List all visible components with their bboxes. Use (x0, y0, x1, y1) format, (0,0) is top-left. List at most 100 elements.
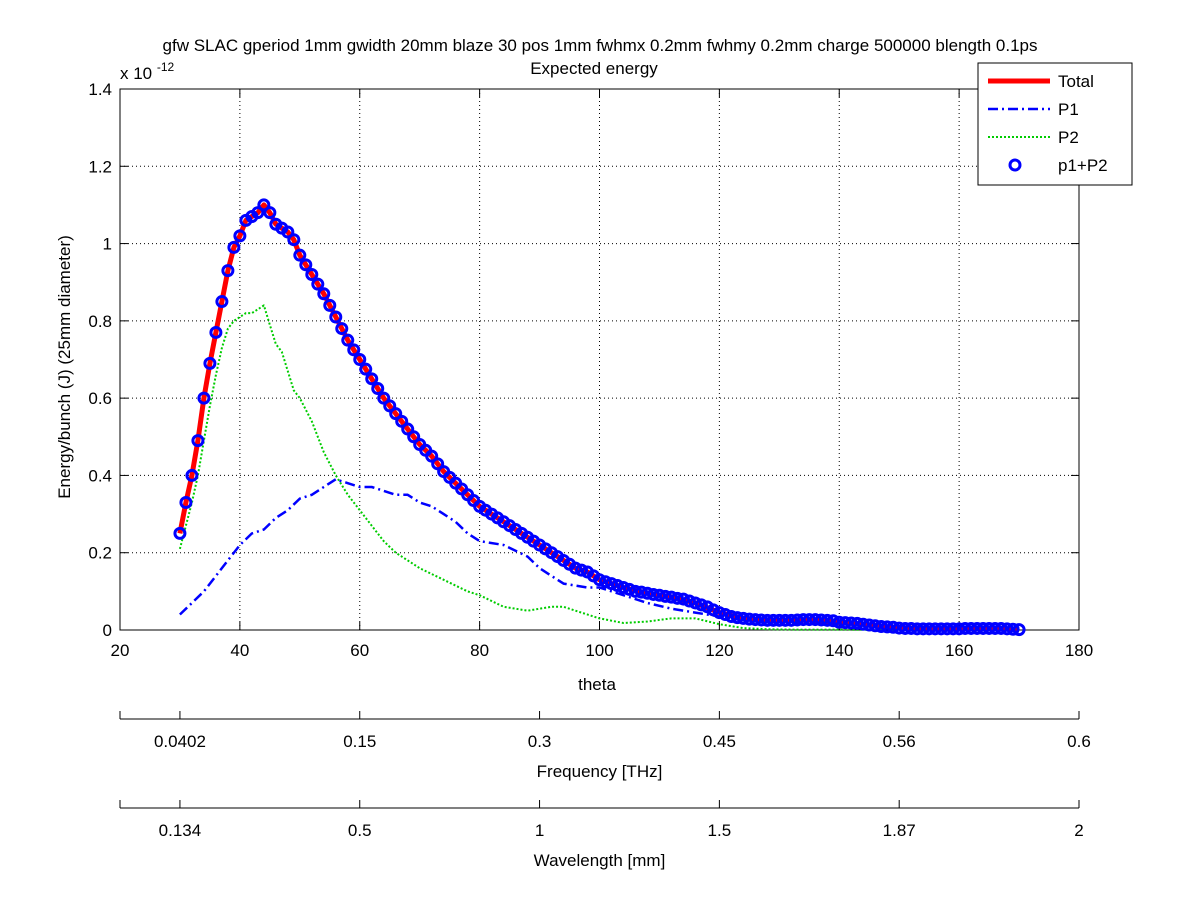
data-point (748, 613, 762, 627)
data-point (904, 621, 918, 635)
data-point (221, 264, 235, 278)
data-point (281, 225, 295, 239)
data-point (233, 229, 247, 243)
data-point (922, 622, 936, 636)
chart-subtitle: Expected energy (530, 59, 658, 78)
data-point (802, 613, 816, 627)
data-point (371, 381, 385, 395)
x-tick-label: 100 (585, 641, 613, 660)
data-point (305, 267, 319, 281)
data-point (353, 353, 367, 366)
data-point (682, 594, 696, 608)
secondary-tick-label: 1.5 (708, 821, 732, 840)
data-point (970, 621, 984, 635)
secondary-tick-label: 1 (535, 821, 544, 840)
data-point (850, 616, 864, 630)
data-point (323, 298, 337, 312)
x-tick-label: 20 (111, 641, 130, 660)
data-point (964, 621, 978, 635)
x-axis-label: theta (578, 675, 616, 694)
data-point (736, 611, 750, 625)
data-point (1006, 622, 1020, 636)
secondary-tick-label: 0.45 (703, 732, 736, 751)
secondary-axis-1: 0.0402 0.15 0.3 0.45 0.56 0.6 Frequency [THz] (119, 711, 1091, 781)
data-point (359, 362, 373, 376)
data-point (820, 613, 834, 627)
secondary-tick-label: 0.6 (1067, 732, 1091, 751)
data-point (299, 258, 313, 272)
x-tick-label: 80 (470, 641, 489, 660)
data-point (604, 577, 618, 591)
data-point (790, 613, 804, 627)
data-point (347, 343, 361, 357)
data-point (676, 592, 690, 606)
data-point (898, 621, 912, 635)
data-point (796, 613, 810, 627)
data-point (730, 611, 744, 625)
data-point (191, 434, 205, 448)
data-point (940, 622, 954, 636)
data-point (341, 333, 355, 347)
data-point (227, 240, 241, 254)
data-point (778, 613, 792, 627)
data-point (317, 287, 331, 301)
data-point (628, 584, 642, 598)
y-tick-label: 0.4 (88, 466, 112, 485)
data-point (688, 596, 702, 610)
legend-label-p1-p2: p1+P2 (1058, 156, 1108, 175)
data-point (694, 598, 708, 612)
data-point (862, 618, 876, 632)
data-point (856, 617, 870, 631)
data-point (431, 457, 445, 471)
y-tick-label: 0 (103, 621, 112, 640)
data-point (425, 449, 439, 463)
data-point (179, 495, 193, 509)
data-point (395, 414, 409, 428)
y-multiplier: x 10 -12 (120, 60, 175, 83)
data-point (1000, 622, 1014, 636)
data-point (760, 613, 774, 627)
data-point (928, 622, 942, 636)
data-point (377, 391, 391, 405)
data-point (934, 622, 948, 636)
secondary-tick-label: 0.3 (528, 732, 552, 751)
data-point (916, 622, 930, 636)
y-axis-label: Energy/bunch (J) (25mm diameter) (55, 235, 74, 499)
data-point (712, 606, 726, 620)
data-point (634, 585, 648, 599)
secondary-axis-label: Wavelength [mm] (534, 851, 666, 870)
data-point (1012, 623, 1026, 637)
data-point (215, 295, 229, 309)
data-point (664, 590, 678, 604)
data-point (287, 233, 301, 247)
data-point (718, 608, 732, 622)
data-point (257, 198, 271, 212)
data-point (958, 621, 972, 635)
data-point (209, 325, 223, 339)
secondary-tick-label: 2 (1074, 821, 1083, 840)
data-point (575, 563, 589, 577)
y-tick-label: 1.2 (88, 157, 112, 176)
data-point (982, 621, 996, 635)
data-point (383, 399, 397, 413)
data-point (832, 615, 846, 629)
data-point (814, 613, 828, 627)
data-point (203, 356, 217, 370)
x-tick-label: 60 (350, 641, 369, 660)
data-point (173, 526, 187, 540)
data-point (892, 621, 906, 635)
data-point (658, 589, 672, 603)
data-point (952, 622, 966, 636)
data-point (772, 613, 786, 627)
data-point (910, 622, 924, 636)
data-point (976, 621, 990, 635)
data-point (263, 206, 277, 220)
secondary-tick-label: 1.87 (883, 821, 916, 840)
data-point (616, 580, 630, 594)
data-point (329, 310, 343, 324)
legend-marker-p1-p2 (1008, 158, 1022, 172)
series-p1-p2 (173, 198, 1026, 637)
data-point (808, 613, 822, 627)
